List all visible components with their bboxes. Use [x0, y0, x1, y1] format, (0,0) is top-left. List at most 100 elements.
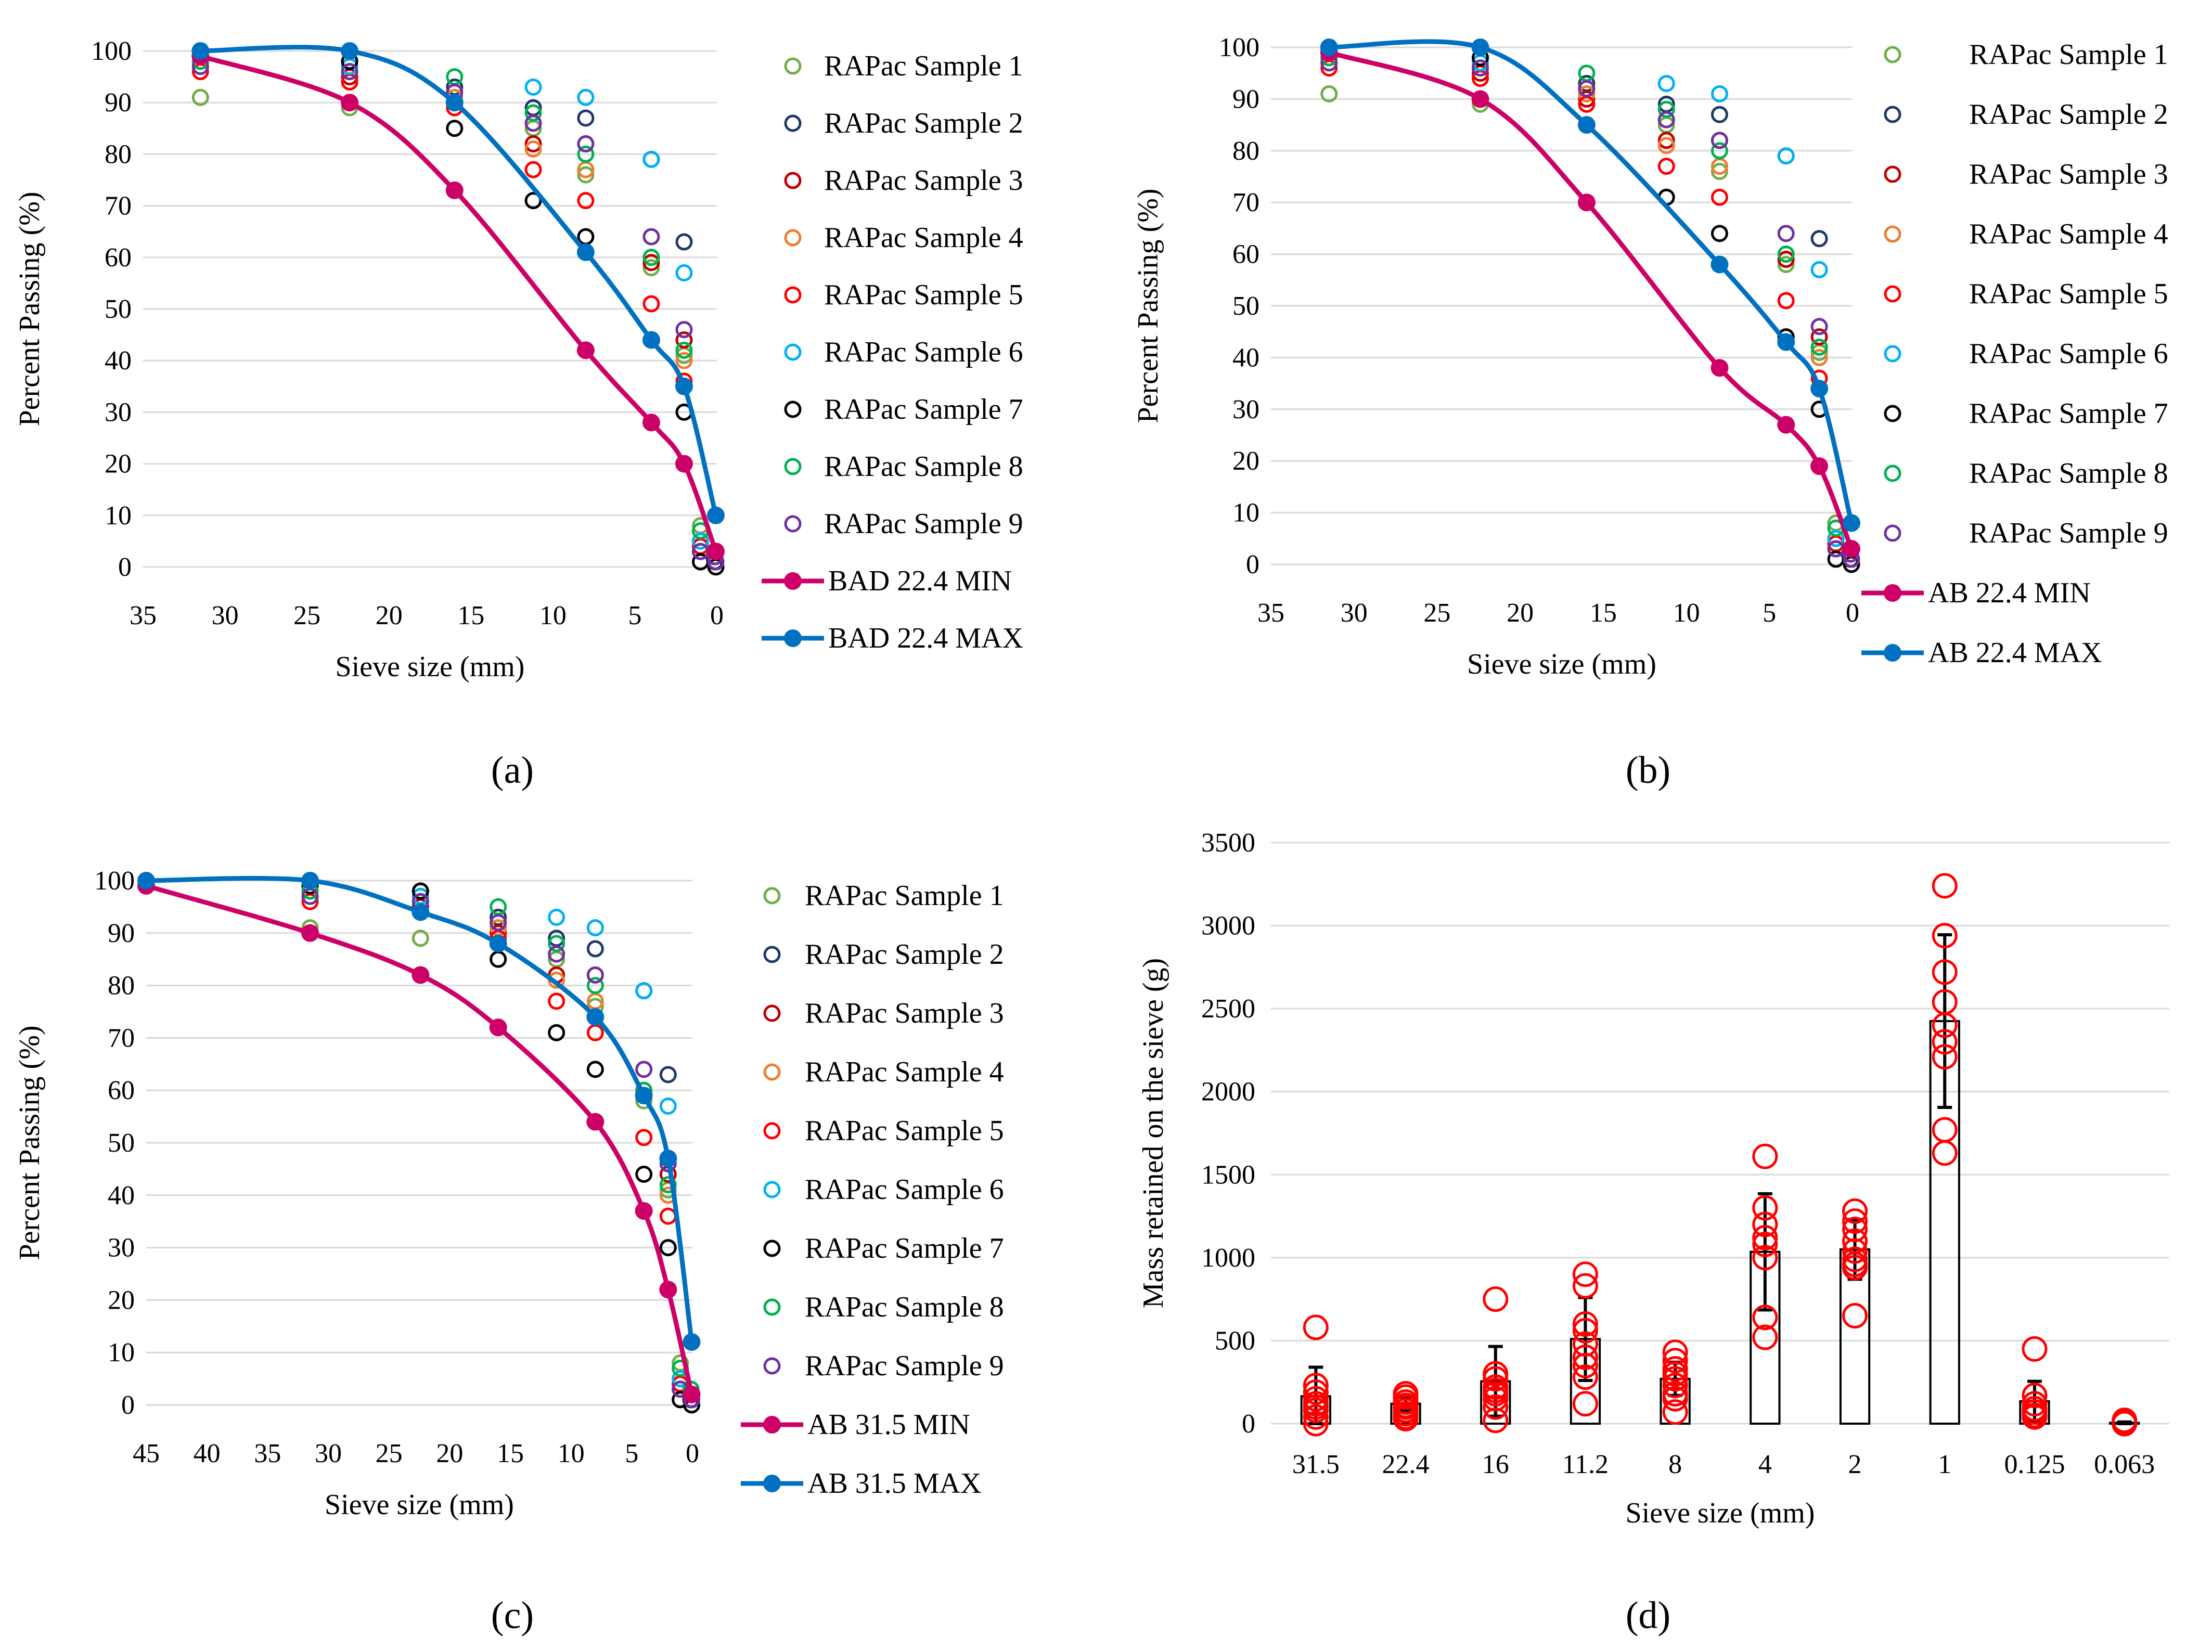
sample-point [588, 967, 602, 982]
envelope-point [586, 1113, 604, 1131]
y-tick-label: 3500 [1201, 828, 1255, 858]
x-axis-title: Sieve size (mm) [325, 1489, 514, 1521]
envelope-point [659, 1281, 677, 1298]
envelope-point [341, 42, 358, 60]
y-tick-label: 60 [108, 1076, 135, 1105]
legend-marker [786, 173, 800, 188]
x-tick-label: 20 [376, 601, 403, 630]
legend-marker [1885, 287, 1900, 301]
sample-point [491, 952, 506, 966]
x-tick-label: 15 [457, 601, 484, 630]
sample-point [1812, 262, 1827, 277]
sample-point [1933, 1118, 1956, 1141]
sample-point [1779, 226, 1793, 241]
y-tick-label: 10 [108, 1338, 135, 1367]
sample-point [578, 111, 593, 125]
panel-c-chart: 010203040506070809010045 40 35 30 25 20 15 10 5 0… [14, 866, 1004, 1521]
sample-point [1712, 133, 1727, 148]
y-axis-title: Percent Passing (%) [14, 191, 46, 426]
x-axis-title: Sieve size (mm) [1626, 1497, 1815, 1529]
envelope-line [200, 47, 716, 515]
sample-point [1933, 874, 1956, 897]
envelope-point [1320, 38, 1338, 56]
y-tick-label: 50 [1232, 291, 1259, 321]
legend-label: RAPac Sample 3 [824, 164, 1023, 197]
y-tick-label: 30 [108, 1233, 135, 1263]
x-tick-label: 25 [1423, 598, 1450, 628]
envelope-point [577, 341, 595, 359]
sample-point [1484, 1288, 1507, 1311]
legend-marker [786, 517, 800, 531]
legend-label: RAPac Sample 6 [805, 1173, 1004, 1206]
x-tick-label: 30 [212, 601, 239, 630]
envelope-point [1810, 380, 1828, 397]
legend-marker [765, 1124, 779, 1138]
legend-label: RAPac Sample 1 [1969, 38, 2168, 71]
sample-point [677, 235, 691, 249]
envelope-point [577, 243, 595, 261]
legend-marker [1884, 644, 1901, 662]
x-tick-label: 35 [254, 1439, 281, 1468]
envelope-line [200, 56, 716, 551]
sample-point [644, 229, 659, 244]
envelope-point [675, 455, 693, 473]
envelope-point [635, 1087, 653, 1104]
legend-label: RAPac Sample 9 [1969, 517, 2168, 549]
y-tick-label: 100 [94, 866, 135, 896]
y-tick-label: 20 [105, 449, 132, 479]
envelope-point [411, 966, 429, 984]
legend-marker [765, 888, 779, 903]
legend-marker [765, 1182, 779, 1197]
y-tick-label: 2000 [1201, 1077, 1255, 1107]
legend-marker [765, 1300, 779, 1314]
envelope-line [146, 879, 692, 1342]
legend-marker [1885, 406, 1900, 421]
x-axis-title: Sieve size (mm) [336, 651, 525, 683]
legend-label: AB 22.4 MIN [1928, 577, 2091, 609]
y-tick-label: 2500 [1201, 994, 1255, 1024]
envelope-point [683, 1333, 701, 1351]
y-tick-label: 100 [1219, 33, 1259, 62]
legend-label: RAPac Sample 7 [805, 1232, 1004, 1264]
sample-point [447, 70, 462, 84]
legend-label: RAPac Sample 3 [805, 997, 1004, 1029]
x-tick-label: 30 [315, 1439, 342, 1468]
envelope-point [707, 507, 725, 524]
sample-point [1579, 66, 1594, 81]
sample-point [637, 1062, 651, 1077]
legend-label: RAPac Sample 5 [824, 279, 1023, 311]
y-tick-label: 90 [1232, 84, 1259, 114]
sample-point [549, 910, 564, 925]
x-tick-label: 35 [130, 601, 157, 630]
x-tick-label: 35 [1257, 598, 1284, 628]
x-tick-label: 0 [1846, 598, 1859, 628]
legend-label: RAPac Sample 9 [805, 1350, 1004, 1382]
legend-marker [1885, 346, 1900, 361]
envelope-point [1810, 457, 1828, 475]
legend-marker [1885, 526, 1900, 540]
legend-label: RAPac Sample 9 [824, 508, 1023, 540]
x-tick-label: 45 [133, 1439, 160, 1468]
sample-point [661, 1067, 675, 1082]
x-tick-label: 0.063 [2094, 1450, 2155, 1479]
y-tick-label: 0 [121, 1390, 135, 1420]
envelope-point [683, 1386, 701, 1403]
legend-label: AB 31.5 MAX [807, 1467, 981, 1500]
envelope-point [642, 414, 660, 431]
y-tick-label: 1000 [1201, 1243, 1255, 1273]
y-tick-label: 100 [91, 36, 132, 66]
legend-label: RAPac Sample 8 [1969, 457, 2168, 489]
legend-label: RAPac Sample 4 [824, 222, 1023, 254]
x-tick-label: 5 [1763, 598, 1776, 628]
x-tick-label: 20 [436, 1439, 463, 1468]
sample-point [637, 1167, 651, 1181]
legend-label: BAD 22.4 MAX [828, 622, 1023, 654]
x-tick-label: 1 [1938, 1450, 1951, 1479]
envelope-point [446, 182, 464, 199]
sample-point [588, 1062, 602, 1077]
legend-marker [1885, 227, 1900, 241]
legend-marker [786, 230, 800, 245]
legend-label: RAPac Sample 7 [824, 393, 1023, 425]
sample-point [1574, 1392, 1597, 1415]
